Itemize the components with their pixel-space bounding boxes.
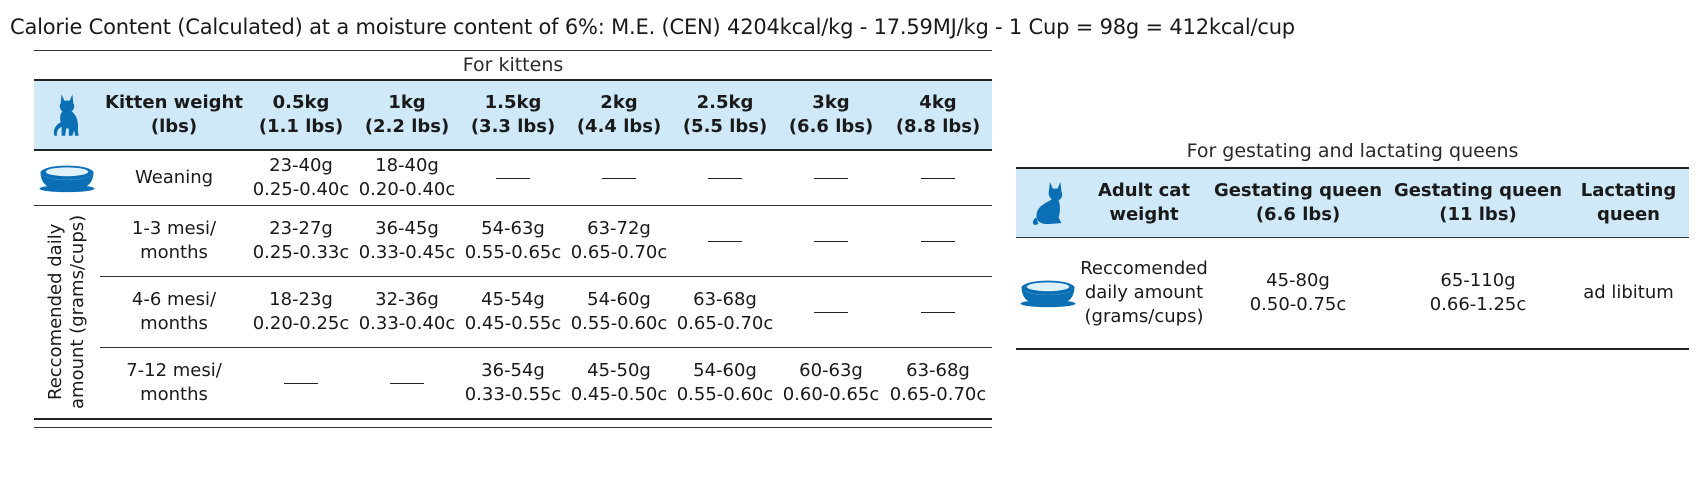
- table-bottom-rule: [34, 427, 992, 428]
- amount-cell: 32-36g 0.33-0.40c: [354, 276, 460, 348]
- gestating-queen-small-header: Gestating queen (6.6 lbs): [1208, 168, 1388, 238]
- amount-cell: 60-63g 0.60-0.65c: [778, 347, 884, 420]
- amount-cell: 36-54g 0.33-0.55c: [460, 347, 566, 420]
- empty-cell: [672, 150, 778, 206]
- cat-icon: [34, 80, 100, 151]
- amount-cell: 63-68g 0.65-0.70c: [884, 347, 992, 420]
- amount-cell: 23-27g 0.25-0.33c: [248, 205, 354, 277]
- calorie-content-headline: Calorie Content (Calculated) at a moistu…: [10, 15, 1295, 39]
- side-label: Reccomended daily amount (grams/cups): [34, 205, 100, 420]
- kitten-weight-header: Kitten weight (lbs): [100, 80, 248, 151]
- kitten-feeding-table: For kittens Kitten weight (lbs) 0.5kg (1.1…: [34, 50, 992, 420]
- empty-cell: [778, 205, 884, 277]
- amount-cell: 23-40g 0.25-0.40c: [248, 150, 354, 206]
- empty-cell: [248, 347, 354, 420]
- amount-cell: 54-60g 0.55-0.60c: [566, 276, 672, 348]
- amount-cell: 63-68g 0.65-0.70c: [672, 276, 778, 348]
- row-label: 7-12 mesi/months: [100, 347, 248, 420]
- empty-cell: [460, 150, 566, 206]
- adult-cat-weight-header: Adult cat weight: [1080, 168, 1208, 238]
- weight-header: 2.5kg (5.5 lbs): [672, 80, 778, 151]
- amount-cell: 36-45g 0.33-0.45c: [354, 205, 460, 277]
- kitten-header-row: Kitten weight (lbs) 0.5kg (1.1 lbs) 1kg (2.…: [34, 80, 992, 151]
- table-row: 7-12 mesi/months 36-54g 0.33-0.55c 45-50g…: [34, 347, 992, 420]
- cat-icon: [1016, 168, 1080, 238]
- table-row: Reccomended daily amount (grams/cups) 1-…: [34, 205, 992, 420]
- amount-cell: 54-63g 0.55-0.65c: [460, 205, 566, 277]
- empty-cell: [778, 276, 884, 348]
- queen-feeding-table: For gestating and lactating queens Adult…: [1016, 135, 1690, 350]
- weight-header: 1kg (2.2 lbs): [354, 80, 460, 151]
- empty-cell: [672, 205, 778, 277]
- empty-cell: [354, 347, 460, 420]
- amount-cell: 18-23g 0.20-0.25c: [248, 276, 354, 348]
- amount-cell: 45-50g 0.45-0.50c: [566, 347, 672, 420]
- row-label: 1-3 mesi/months: [100, 205, 248, 277]
- weight-header: 2kg (4.4 lbs): [566, 80, 672, 151]
- empty-cell: [884, 150, 992, 206]
- table-row: 4-6 mesi/months 18-23g 0.20-0.25c 32-36g 0…: [34, 276, 992, 348]
- queen-header-row: Adult cat weight Gestating queen (6.6 lbs)…: [1016, 168, 1690, 238]
- food-bowl-icon: [1016, 237, 1080, 350]
- gestating-queen-large-header: Gestating queen (11 lbs): [1388, 168, 1568, 238]
- empty-cell: [566, 150, 672, 206]
- empty-cell: [884, 276, 992, 348]
- amount-cell: 45-54g 0.45-0.55c: [460, 276, 566, 348]
- empty-cell: [778, 150, 884, 206]
- row-label: Reccomended daily amount (grams/cups): [1080, 237, 1208, 350]
- amount-cell: 45-80g 0.50-0.75c: [1208, 237, 1388, 350]
- amount-cell: ad libitum: [1568, 237, 1690, 350]
- queen-table-caption: For gestating and lactating queens: [1016, 135, 1690, 169]
- weight-header: 4kg (8.8 lbs): [884, 80, 992, 151]
- row-label: 4-6 mesi/months: [100, 276, 248, 348]
- table-row: Weaning 23-40g 0.25-0.40c 18-40g 0.20-0.40…: [34, 150, 992, 206]
- amount-cell: 63-72g 0.65-0.70c: [566, 205, 672, 277]
- amount-cell: 18-40g 0.20-0.40c: [354, 150, 460, 206]
- empty-cell: [884, 205, 992, 277]
- weight-header: 3kg (6.6 lbs): [778, 80, 884, 151]
- weight-header: 1.5kg (3.3 lbs): [460, 80, 566, 151]
- kitten-table-caption: For kittens: [34, 50, 992, 81]
- weight-header: 0.5kg (1.1 lbs): [248, 80, 354, 151]
- amount-cell: 54-60g 0.55-0.60c: [672, 347, 778, 420]
- amount-cell: 65-110g 0.66-1.25c: [1388, 237, 1568, 350]
- table-row: Reccomended daily amount (grams/cups) 45-8…: [1016, 237, 1690, 350]
- row-label: Weaning: [100, 150, 248, 206]
- food-bowl-icon: [34, 150, 100, 206]
- lactating-queen-header: Lactating queen: [1568, 168, 1690, 238]
